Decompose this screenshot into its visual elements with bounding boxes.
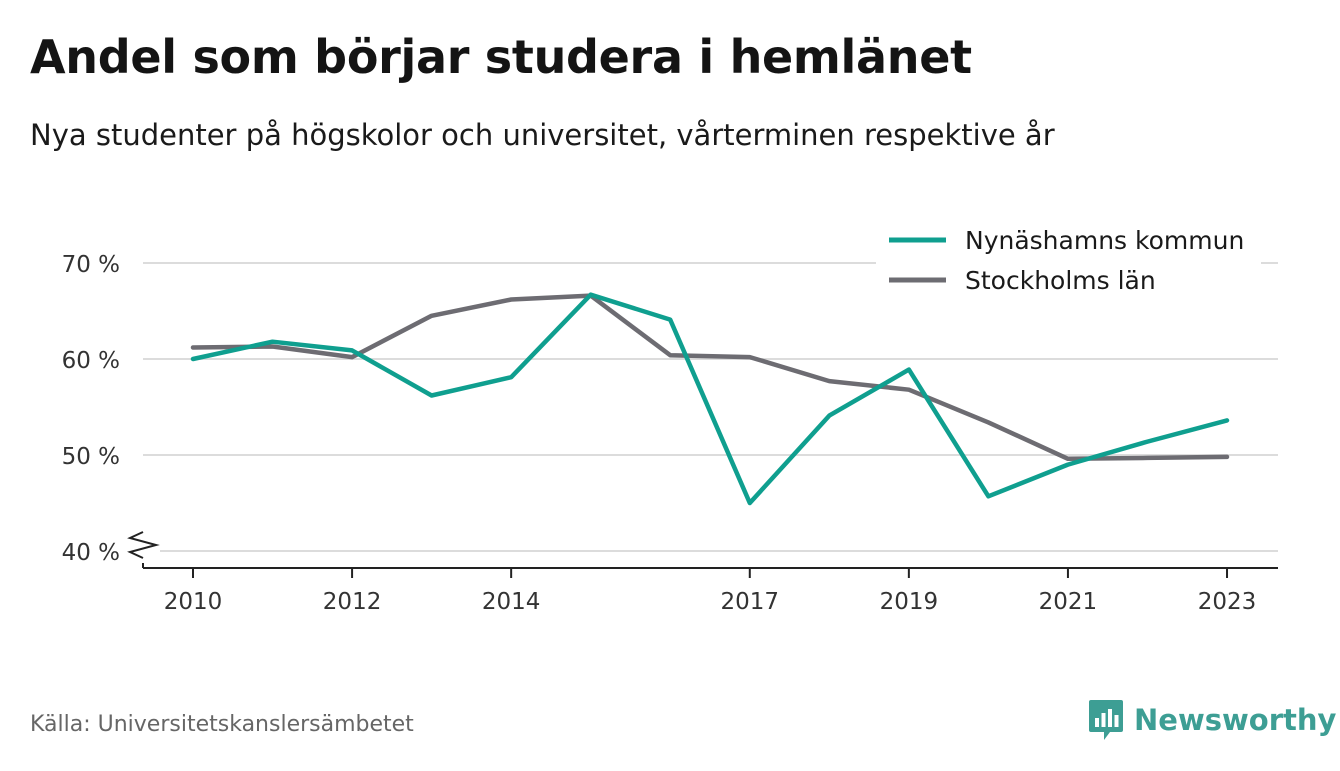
legend: Nynäshamns kommun Stockholms län [876,218,1261,304]
x-tick-label: 2023 [1198,589,1257,615]
brand-logo: Newsworthy [1088,698,1336,742]
x-tick-label: 2019 [880,589,939,615]
x-axis-ticks: 2010 2012 2014 2017 2019 2021 2023 [164,568,1257,615]
y-axis-ticks: 40 % 50 % 60 % 70 % [62,252,120,566]
y-tick-label: 40 % [62,540,120,566]
x-tick-label: 2014 [482,589,541,615]
series-line-1 [190,293,1230,462]
y-tick-label: 50 % [62,444,120,470]
y-tick-label: 70 % [62,252,120,278]
series-lines [190,292,1230,506]
x-tick-label: 2017 [721,589,780,615]
axis-break-icon [126,529,160,563]
x-tick-label: 2010 [164,589,223,615]
bar-chart-speech-bubble-icon [1089,700,1123,740]
legend-label: Stockholms län [965,266,1156,295]
x-tick-label: 2021 [1039,589,1098,615]
axes [126,529,1278,569]
source-note: Källa: Universitetskanslersämbetet [30,712,414,737]
brand-name: Newsworthy [1134,703,1337,737]
legend-label: Nynäshamns kommun [965,226,1244,255]
x-tick-label: 2012 [323,589,382,615]
y-tick-label: 60 % [62,348,120,374]
series-line-0 [190,292,1230,506]
chart-title: Andel som börjar studera i hemlänet [30,30,972,84]
chart-subtitle: Nya studenter på högskolor och universit… [30,118,1055,152]
